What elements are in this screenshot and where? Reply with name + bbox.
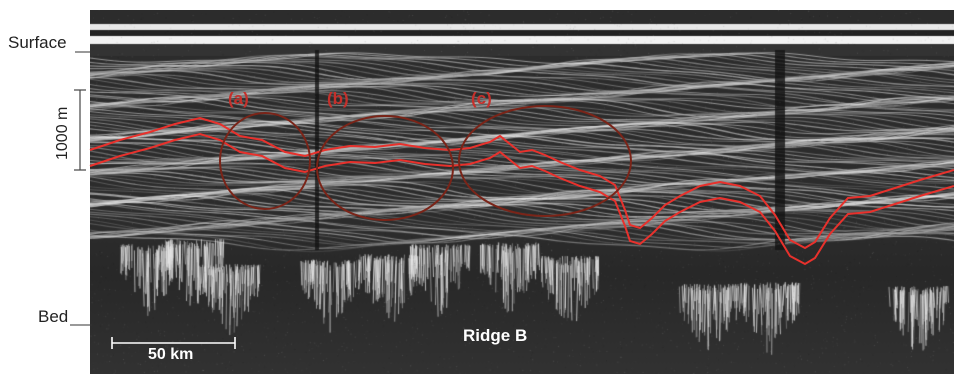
ridge-label: Ridge B xyxy=(463,326,528,345)
feature-c-label: (c) xyxy=(471,89,492,108)
depth-bracket-icon xyxy=(74,89,86,171)
traced-layer-lower xyxy=(89,132,954,266)
distance-scale-bar-icon xyxy=(111,337,236,349)
feature-a-label: (a) xyxy=(228,89,249,108)
feature-c-ellipse xyxy=(458,105,632,217)
distance-scale-label: 50 km xyxy=(148,346,194,363)
depth-scale-label: 1000 m xyxy=(54,106,71,160)
feature-b-label: (b) xyxy=(327,89,349,108)
surface-label: Surface xyxy=(8,33,67,52)
bed-label: Bed xyxy=(38,307,69,326)
feature-a-ellipse xyxy=(219,112,311,210)
traced-layer-upper xyxy=(89,116,954,250)
radargram-image xyxy=(90,10,954,374)
feature-b-ellipse xyxy=(316,115,454,221)
